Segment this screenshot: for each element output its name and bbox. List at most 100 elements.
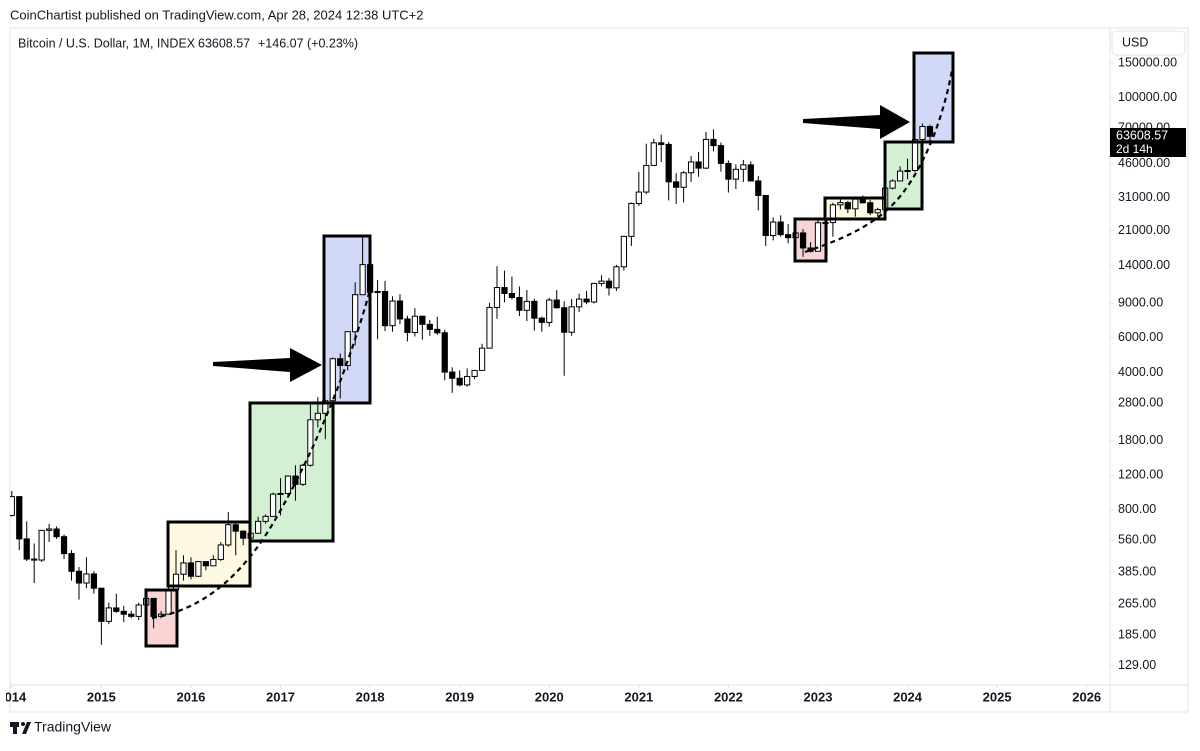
candle-body — [269, 493, 277, 517]
candle-body — [844, 202, 851, 210]
candle-body — [777, 221, 784, 236]
x-tick-label: 2024 — [893, 689, 923, 704]
price-label-box — [1110, 128, 1186, 157]
candle-body — [344, 331, 351, 367]
trend-curves — [151, 64, 955, 620]
candle-body — [337, 358, 344, 367]
candle-body — [240, 530, 247, 539]
candle-body — [329, 358, 336, 402]
candle-body — [411, 315, 418, 334]
candle-body — [150, 597, 157, 617]
candle-body — [493, 287, 501, 308]
candle-body — [523, 300, 530, 311]
candle-body — [471, 369, 478, 377]
candle-body — [277, 492, 284, 495]
box — [883, 140, 924, 211]
time-axis: 2014 2015 2016 2017 2018 2019 2020 2021 2022 2023… — [0, 685, 1101, 704]
legend-title: Bitcoin / U.S. Dollar, 1M, INDEX — [18, 36, 196, 50]
x-tick-label: 2026 — [1072, 689, 1101, 704]
currency[interactable]: USD — [1122, 35, 1148, 49]
candle-body — [911, 139, 919, 171]
dashed-curve — [804, 64, 955, 254]
candle-body — [859, 198, 866, 204]
candle-body — [508, 292, 516, 298]
x-tick-label: 2020 — [535, 689, 564, 704]
candle-body — [717, 145, 725, 164]
candle-body — [650, 142, 657, 166]
arrow — [213, 348, 322, 382]
candle-body — [643, 164, 650, 193]
candle-body — [613, 266, 620, 289]
last-price: 63608.57 — [1116, 128, 1168, 142]
candle-body — [83, 573, 90, 584]
candles — [10, 123, 934, 645]
candle-body — [628, 202, 635, 237]
candle-body — [456, 377, 463, 386]
candle-body — [561, 307, 568, 333]
candle-body — [785, 234, 792, 239]
candle-body — [210, 558, 217, 567]
candle-body — [762, 194, 769, 236]
x-tick-label: 2018 — [356, 689, 385, 704]
candle-body — [225, 524, 232, 546]
candle-body — [680, 172, 687, 188]
candle-body — [314, 412, 321, 421]
candle-body — [396, 300, 404, 320]
x-tick-label: 2025 — [983, 689, 1012, 704]
candle-body — [449, 371, 456, 379]
candle-body — [531, 300, 538, 319]
candle-body — [568, 306, 575, 333]
candle-body — [120, 610, 127, 615]
box — [322, 234, 372, 405]
candle-body — [852, 198, 859, 210]
candle-body — [837, 202, 844, 206]
candle-body — [732, 168, 739, 180]
publisher: CoinChartist published on TradingView.co… — [10, 7, 423, 22]
candle-body — [807, 247, 814, 252]
candle-body — [232, 524, 239, 532]
candle-body — [598, 280, 605, 284]
candle-body — [770, 221, 777, 236]
box — [912, 51, 955, 144]
y-tick-label: 46000.00 — [1118, 156, 1170, 170]
x-tick-label: 2014 — [0, 689, 27, 704]
box-fill — [250, 403, 333, 541]
candle-body — [374, 290, 381, 293]
y-tick-label: 9000.00 — [1118, 296, 1163, 310]
candle-body — [478, 347, 486, 371]
candle-body — [740, 164, 747, 170]
candle-body — [404, 318, 411, 334]
candle-body — [217, 544, 224, 560]
candle-body — [23, 538, 30, 560]
candle-body — [187, 562, 195, 577]
candle-body — [747, 164, 754, 182]
candle-body — [904, 169, 911, 172]
candle-body — [829, 204, 837, 224]
candle-body — [284, 475, 292, 494]
box-borders — [144, 51, 955, 648]
candle-body — [75, 570, 83, 584]
candle-body — [68, 553, 75, 572]
candle-body — [389, 300, 396, 327]
logo-part — [22, 722, 31, 734]
candle-body — [113, 607, 120, 612]
candle-body — [516, 296, 523, 311]
candle-body — [799, 232, 807, 249]
y-tick-label: 560.00 — [1118, 533, 1156, 547]
y-tick-label: 4000.00 — [1118, 365, 1163, 379]
arrows — [213, 105, 910, 382]
candle-body — [299, 464, 307, 485]
candle-body — [867, 202, 874, 214]
candle-body — [38, 529, 45, 561]
box-fill — [795, 219, 826, 261]
candle-body — [60, 536, 68, 555]
candle-body — [434, 328, 441, 334]
y-tick-label: 6000.00 — [1118, 330, 1163, 344]
candle-body — [16, 496, 23, 540]
candle-body — [46, 528, 53, 531]
currency-button[interactable] — [1111, 30, 1186, 56]
candle-body — [889, 180, 896, 189]
candle-body — [673, 181, 680, 188]
candle-body — [381, 290, 389, 327]
x-tick-label: 2015 — [87, 689, 116, 704]
